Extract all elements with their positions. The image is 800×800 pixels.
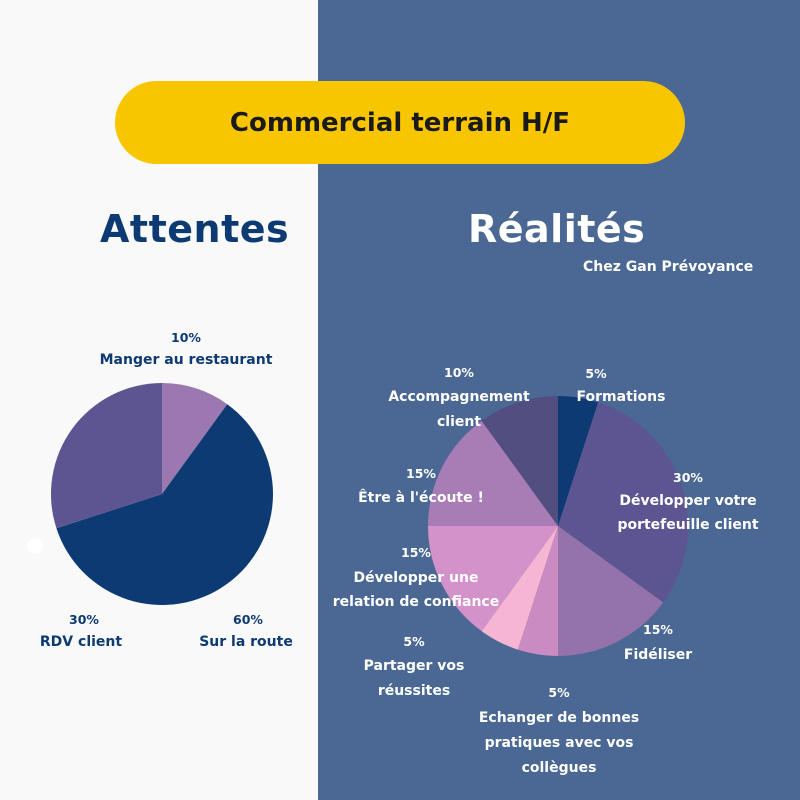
pie-right-label-0-name: Formations	[577, 389, 666, 405]
realites-slice-2	[558, 526, 664, 656]
pie-left-label-2-pct: 30%	[69, 612, 99, 627]
attentes-heading: Attentes	[100, 207, 290, 251]
realites-slice-0	[558, 396, 599, 526]
pie-right-label-3-name-c: collègues	[522, 760, 597, 776]
pie-right-label-4-name-a: Partager vos	[364, 658, 465, 674]
pie-right-label-1-name-a: Développer votre	[619, 493, 756, 509]
pie-right-label-5-pct: 15%	[401, 545, 431, 560]
pie-left-label-1-name: Sur la route	[199, 634, 293, 650]
decorative-dot	[27, 538, 43, 554]
attentes-slice-2	[50, 383, 163, 529]
pie-right-label-2-pct: 15%	[643, 622, 673, 637]
pie-right-label-0-pct: 5%	[585, 366, 607, 381]
realites-slice-5	[428, 526, 558, 632]
realites-pie	[428, 396, 688, 656]
realites-slice-6	[428, 420, 558, 526]
realites-heading: Réalités	[468, 207, 646, 251]
pie-right-label-7-pct: 10%	[444, 365, 474, 380]
pie-right-label-3-name-b: pratiques avec vos	[485, 735, 634, 751]
pie-right-label-5-name-b: relation de confiance	[333, 594, 499, 610]
pie-right-label-7-name-a: Accompagnement	[388, 389, 530, 405]
pie-left-label-1-pct: 60%	[233, 612, 263, 627]
realites-slice-1	[558, 402, 688, 603]
pie-right-label-6-pct: 15%	[406, 466, 436, 481]
realites-slice-7	[481, 396, 558, 526]
pie-right-label-7-name-b: client	[437, 414, 481, 430]
pie-right-label-2-name: Fidéliser	[624, 647, 692, 663]
pie-right-label-6-name: Être à l'écoute !	[358, 489, 484, 506]
realites-slice-3	[517, 526, 558, 656]
attentes-slice-0	[162, 383, 228, 494]
pie-right-label-1-name-b: portefeuille client	[617, 517, 758, 533]
attentes-slice-1	[56, 404, 273, 606]
pie-right-label-4-pct: 5%	[403, 634, 425, 649]
title-banner: Commercial terrain H/F	[115, 81, 685, 164]
pie-right-label-5-name-a: Développer une	[354, 570, 479, 586]
attentes-pie	[50, 383, 273, 606]
pie-left-label-2-name: RDV client	[40, 634, 122, 650]
pie-right-label-1-pct: 30%	[673, 470, 703, 485]
realites-slice-4	[481, 526, 558, 650]
realites-subtitle: Chez Gan Prévoyance	[583, 259, 754, 275]
page-title: Commercial terrain H/F	[229, 107, 571, 138]
pie-right-label-3-pct: 5%	[548, 685, 570, 700]
pie-right-label-4-name-b: réussites	[378, 683, 450, 699]
pie-left-label-0-pct: 10%	[171, 330, 201, 345]
pie-right-label-3-name-a: Echanger de bonnes	[479, 710, 639, 726]
pie-left-label-0-name: Manger au restaurant	[100, 352, 273, 368]
